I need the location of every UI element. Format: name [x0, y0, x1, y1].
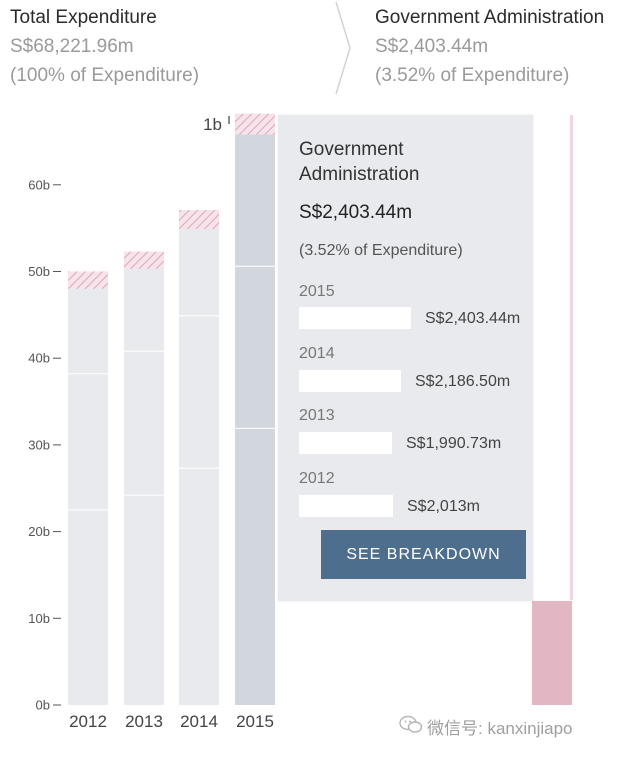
bar-segment-2013 [124, 351, 164, 496]
tooltip-amount-2015: S$2,403.44m [425, 310, 521, 327]
crumb-title: Government Administration [375, 7, 605, 28]
see-breakdown-button[interactable]: SEE BREAKDOWN [321, 530, 526, 579]
x-tick-label-2014: 2014 [180, 712, 218, 731]
bar-highlight-2014 [179, 210, 219, 230]
tooltip-bar-2013 [299, 432, 392, 454]
tooltip-year-2012: 2012 [299, 470, 335, 487]
breadcrumb-total-expenditure[interactable]: Total Expenditure S$68,221.96m (100% of … [10, 6, 199, 88]
x-tick-label-2012: 2012 [69, 712, 107, 731]
bar-segment-2014 [179, 468, 219, 705]
tooltip-year-2015: 2015 [299, 283, 335, 300]
crumb-value: S$2,403.44m [375, 36, 489, 57]
y-tick-label-60b: 60b [28, 177, 50, 192]
scale-annotation-1b: 1b [203, 115, 222, 134]
bar-segment-2015 [235, 134, 275, 267]
bar-segment-2014 [179, 229, 219, 316]
bar-highlight-2015 [235, 113, 275, 135]
tooltip-amount-2014: S$2,186.50m [415, 373, 511, 390]
y-tick-label-50b: 50b [28, 264, 50, 279]
tooltip-amount-2012: S$2,013m [407, 498, 480, 515]
y-tick-label-20b: 20b [28, 524, 50, 539]
bar-highlight-2012 [68, 271, 108, 289]
crumb-percent: (3.52% of Expenditure) [375, 65, 570, 86]
x-axis: 2012 2013 2014 2015 [69, 712, 274, 731]
chevron-right-icon [335, 1, 351, 95]
bar-segment-2014 [179, 315, 219, 469]
crumb-value: S$68,221.96m [10, 36, 134, 57]
tooltip-bar-2014 [299, 370, 401, 392]
pink-bar [532, 600, 572, 705]
tooltip-year-2014: 2014 [299, 345, 335, 362]
crumb-title: Total Expenditure [10, 7, 157, 28]
y-tick-label-30b: 30b [28, 437, 50, 452]
x-tick-label-2013: 2013 [125, 712, 163, 731]
breadcrumb-government-administration: Government Administration S$2,403.44m (3… [375, 6, 604, 88]
tooltip-year-2013: 2013 [299, 407, 335, 424]
tooltip-bar-2012 [299, 495, 393, 517]
watermark-text: 微信号: kanxinjiapo [427, 719, 573, 738]
bar-segment-2012 [68, 288, 108, 374]
bars-group [68, 113, 573, 705]
bar-segment-2013 [124, 495, 164, 705]
tooltip-amount-2013: S$1,990.73m [406, 435, 502, 452]
y-tick-label-0b: 0b [36, 698, 50, 713]
tooltip-value: S$2,403.44m [299, 202, 413, 223]
bar-segment-2015 [235, 428, 275, 705]
bar-segment-2012 [68, 373, 108, 510]
y-axis: 0b 10b 20b 30b 40b 50b 60b 1b [28, 115, 230, 713]
x-tick-label-2015: 2015 [236, 712, 274, 731]
y-tick-label-10b: 10b [28, 611, 50, 626]
pink-bar-edge [570, 115, 573, 600]
wechat-icon [399, 715, 423, 733]
tooltip-bar-2015 [299, 307, 411, 329]
tooltip-title: Government Administration [299, 139, 420, 185]
bar-segment-2015 [235, 266, 275, 429]
tooltip-panel: Government Administration S$2,403.44m (3… [278, 115, 533, 601]
crumb-percent: (100% of Expenditure) [10, 65, 200, 86]
bar-segment-2012 [68, 509, 108, 705]
bar-highlight-2013 [124, 251, 164, 269]
y-tick-label-40b: 40b [28, 351, 50, 366]
tooltip-percent: (3.52% of Expenditure) [299, 242, 463, 259]
bar-segment-2013 [124, 268, 164, 352]
